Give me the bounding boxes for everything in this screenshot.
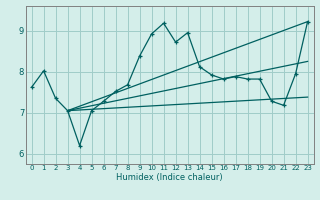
X-axis label: Humidex (Indice chaleur): Humidex (Indice chaleur) (116, 173, 223, 182)
